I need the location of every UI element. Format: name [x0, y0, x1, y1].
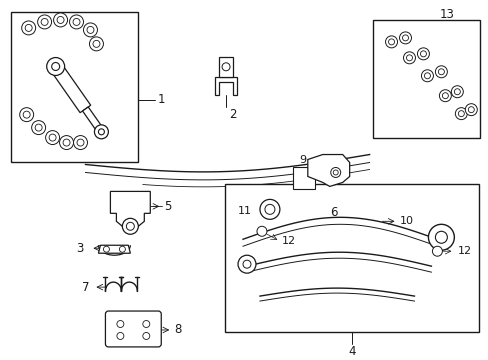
Circle shape	[420, 51, 426, 57]
Circle shape	[442, 93, 447, 99]
Circle shape	[468, 107, 473, 113]
Circle shape	[238, 255, 255, 273]
Circle shape	[427, 224, 453, 250]
Circle shape	[60, 136, 73, 149]
Circle shape	[45, 131, 60, 145]
Polygon shape	[110, 192, 150, 226]
Circle shape	[243, 260, 250, 268]
Circle shape	[77, 139, 84, 146]
Text: 10: 10	[399, 216, 413, 226]
Circle shape	[49, 134, 56, 141]
Text: 11: 11	[238, 206, 251, 216]
Circle shape	[454, 108, 467, 120]
Circle shape	[119, 246, 125, 252]
Circle shape	[46, 58, 64, 76]
Circle shape	[41, 18, 48, 26]
Text: 2: 2	[228, 108, 236, 121]
Circle shape	[431, 246, 442, 256]
Circle shape	[142, 333, 149, 339]
Text: 3: 3	[76, 242, 84, 255]
Polygon shape	[215, 77, 237, 95]
Circle shape	[142, 320, 149, 328]
Bar	[372, 20, 479, 138]
Circle shape	[98, 129, 104, 135]
Text: 12: 12	[281, 236, 295, 246]
Circle shape	[457, 111, 464, 117]
Circle shape	[417, 48, 428, 60]
Bar	[11, 12, 138, 162]
Circle shape	[406, 55, 412, 61]
Circle shape	[453, 89, 459, 95]
Circle shape	[20, 108, 34, 122]
Text: 1: 1	[157, 93, 164, 106]
Circle shape	[83, 23, 97, 37]
Circle shape	[385, 36, 397, 48]
Circle shape	[260, 199, 279, 219]
Circle shape	[434, 66, 447, 78]
Text: 13: 13	[439, 8, 453, 22]
Text: 5: 5	[164, 200, 171, 213]
Circle shape	[63, 139, 70, 146]
Circle shape	[424, 73, 429, 79]
Polygon shape	[50, 63, 91, 113]
Polygon shape	[82, 107, 104, 134]
Circle shape	[332, 170, 338, 175]
Bar	[224, 184, 478, 332]
Circle shape	[93, 40, 100, 48]
Text: 4: 4	[348, 345, 355, 359]
Text: 7: 7	[81, 280, 89, 294]
Circle shape	[94, 125, 108, 139]
Circle shape	[330, 167, 340, 177]
Circle shape	[73, 136, 87, 149]
Bar	[292, 167, 314, 189]
Circle shape	[465, 104, 476, 116]
Circle shape	[23, 111, 30, 118]
Circle shape	[25, 24, 32, 31]
Circle shape	[52, 63, 60, 71]
Text: 9: 9	[298, 154, 305, 165]
Circle shape	[421, 70, 432, 82]
Circle shape	[434, 231, 447, 243]
Text: 6: 6	[329, 206, 337, 219]
Circle shape	[438, 69, 444, 75]
Polygon shape	[219, 57, 233, 77]
Circle shape	[69, 15, 83, 29]
Circle shape	[87, 26, 94, 33]
Circle shape	[399, 32, 410, 44]
Circle shape	[38, 15, 52, 29]
Circle shape	[122, 218, 138, 234]
Circle shape	[439, 90, 450, 102]
Circle shape	[73, 18, 80, 26]
Circle shape	[450, 86, 462, 98]
Circle shape	[117, 320, 123, 328]
Circle shape	[89, 37, 103, 51]
Text: 12: 12	[456, 246, 470, 256]
Circle shape	[402, 35, 407, 41]
Circle shape	[403, 52, 415, 64]
Circle shape	[117, 333, 123, 339]
Circle shape	[54, 13, 67, 27]
Circle shape	[222, 63, 229, 71]
Circle shape	[103, 246, 109, 252]
Polygon shape	[307, 154, 349, 186]
FancyBboxPatch shape	[105, 311, 161, 347]
Circle shape	[32, 121, 45, 135]
Text: 8: 8	[174, 324, 181, 337]
Circle shape	[264, 204, 274, 214]
Polygon shape	[98, 245, 130, 253]
Circle shape	[256, 226, 266, 236]
Circle shape	[21, 21, 36, 35]
Circle shape	[388, 39, 394, 45]
Circle shape	[57, 17, 64, 23]
Circle shape	[126, 222, 134, 230]
Circle shape	[35, 124, 42, 131]
